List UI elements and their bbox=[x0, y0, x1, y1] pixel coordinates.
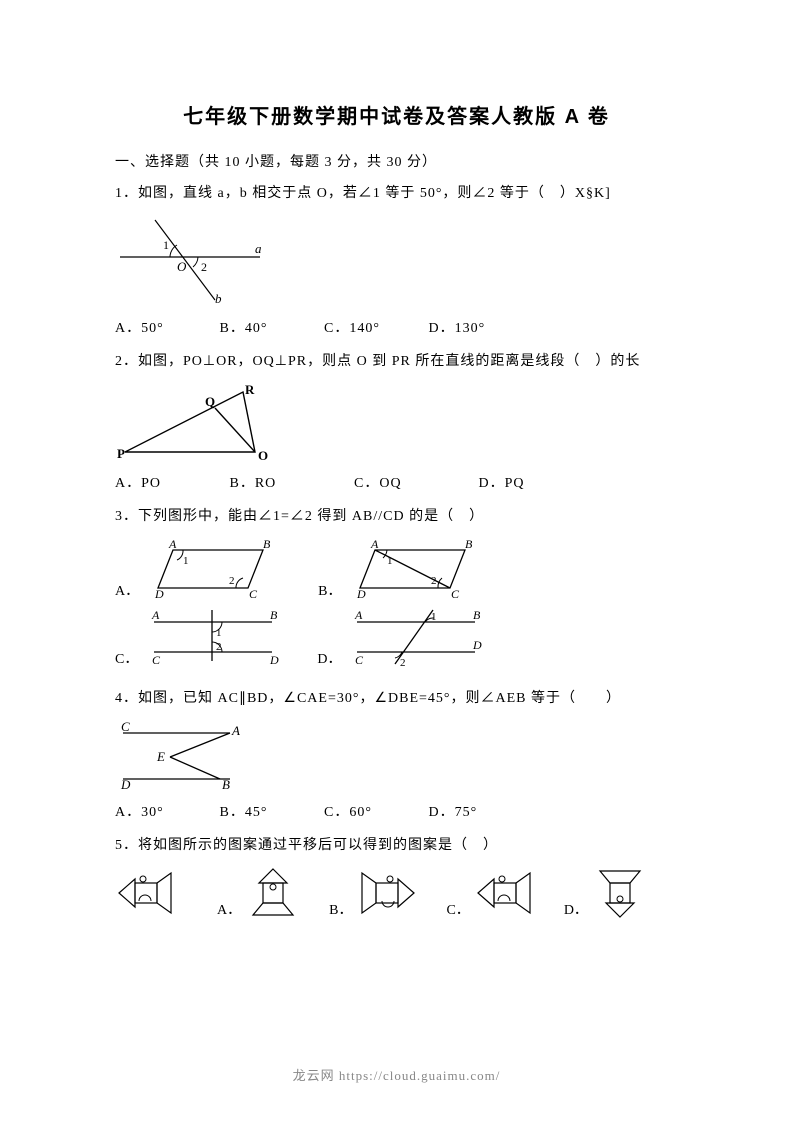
q5-row: A． B． C． D． bbox=[115, 867, 678, 919]
page-title: 七年级下册数学期中试卷及答案人教版 A 卷 bbox=[115, 100, 678, 129]
svg-text:B: B bbox=[473, 608, 481, 622]
svg-text:C: C bbox=[249, 587, 258, 600]
q5-text: 5．将如图所示的图案通过平移后可以得到的图案是（ ） bbox=[115, 835, 678, 857]
q3-figC: A B C D 1 2 bbox=[142, 606, 287, 668]
q5-fig-original bbox=[115, 867, 177, 919]
svg-text:1: 1 bbox=[183, 555, 189, 567]
q3-text: 3．下列图形中，能由∠1=∠2 得到 AB//CD 的是（ ） bbox=[115, 506, 678, 528]
q4-text: 4．如图，已知 AC∥BD，∠CAE=30°，∠DBE=45°，则∠AEB 等于… bbox=[115, 688, 678, 710]
q2-figure: P O R Q bbox=[115, 384, 678, 462]
q1-optA: A．50° bbox=[115, 317, 215, 337]
svg-text:1: 1 bbox=[216, 627, 222, 639]
q2-options: A．PO B．RO C．OQ D．PQ bbox=[115, 472, 678, 492]
svg-text:D: D bbox=[472, 638, 482, 652]
svg-text:A: A bbox=[151, 608, 160, 622]
svg-text:2: 2 bbox=[216, 641, 222, 653]
q5-figC bbox=[474, 867, 536, 919]
q1-options: A．50° B．40° C．140° D．130° bbox=[115, 317, 678, 337]
q2-optA: A．PO bbox=[115, 472, 225, 492]
svg-text:C: C bbox=[355, 653, 364, 667]
svg-text:2: 2 bbox=[431, 575, 437, 587]
q3-letB: B． bbox=[318, 580, 341, 600]
q4-optD: D．75° bbox=[429, 801, 478, 821]
svg-text:C: C bbox=[451, 587, 460, 600]
svg-text:C: C bbox=[152, 653, 161, 667]
fig2-O: O bbox=[258, 448, 268, 462]
svg-text:A: A bbox=[168, 538, 177, 551]
section-heading: 一、选择题（共 10 小题，每题 3 分，共 30 分） bbox=[115, 151, 678, 171]
svg-text:D: D bbox=[269, 653, 279, 667]
q1-optD: D．130° bbox=[429, 317, 486, 337]
q5-letA: A． bbox=[217, 899, 241, 919]
fig2-R: R bbox=[245, 384, 255, 397]
q5-figA bbox=[245, 867, 301, 919]
svg-text:A: A bbox=[370, 538, 379, 551]
fig1-label-2: 2 bbox=[201, 260, 207, 274]
q3-figB: A B D C 1 2 bbox=[345, 538, 490, 600]
fig1-label-1: 1 bbox=[163, 238, 169, 252]
svg-text:D: D bbox=[154, 587, 164, 600]
fig4-D: D bbox=[120, 777, 131, 791]
q2-text: 2．如图，PO⊥OR，OQ⊥PR，则点 O 到 PR 所在直线的距离是线段（ ）… bbox=[115, 351, 678, 373]
svg-text:1: 1 bbox=[431, 611, 437, 623]
fig4-C: C bbox=[121, 721, 130, 734]
fig4-E: E bbox=[156, 749, 165, 764]
q5-letC: C． bbox=[446, 899, 469, 919]
q1-text: 1．如图，直线 a，b 相交于点 O，若∠1 等于 50°，则∠2 等于（ ）X… bbox=[115, 183, 678, 205]
q5-figB bbox=[356, 867, 418, 919]
q4-optB: B．45° bbox=[220, 801, 320, 821]
svg-text:2: 2 bbox=[400, 657, 406, 668]
fig4-B: B bbox=[222, 777, 230, 791]
q2-optD: D．PQ bbox=[479, 472, 525, 492]
q4-optC: C．60° bbox=[324, 801, 424, 821]
q1-figure: 1 2 O a b bbox=[115, 215, 678, 307]
q3-letC: C． bbox=[115, 648, 138, 668]
q4-optA: A．30° bbox=[115, 801, 215, 821]
q3-figD: A B C D 1 2 bbox=[345, 606, 490, 668]
fig1-label-a: a bbox=[255, 241, 262, 256]
q5-letD: D． bbox=[564, 899, 588, 919]
q3-row1: A． A B D C 1 2 B． A B D C 1 2 bbox=[115, 538, 678, 600]
fig1-label-O: O bbox=[177, 259, 187, 274]
q2-optB: B．RO bbox=[230, 472, 350, 492]
q3-letA: A． bbox=[115, 580, 139, 600]
svg-text:B: B bbox=[465, 538, 473, 551]
fig1-label-b: b bbox=[215, 291, 222, 306]
q2-optC: C．OQ bbox=[354, 472, 474, 492]
svg-text:A: A bbox=[354, 608, 363, 622]
svg-text:1: 1 bbox=[387, 555, 393, 567]
q4-figure: C A D B E bbox=[115, 721, 678, 791]
svg-text:2: 2 bbox=[229, 575, 235, 587]
svg-text:B: B bbox=[263, 538, 271, 551]
q3-letD: D． bbox=[317, 648, 341, 668]
svg-text:B: B bbox=[270, 608, 278, 622]
q1-optC: C．140° bbox=[324, 317, 424, 337]
q4-options: A．30° B．45° C．60° D．75° bbox=[115, 801, 678, 821]
fig4-A: A bbox=[231, 723, 240, 738]
svg-text:D: D bbox=[356, 587, 366, 600]
q3-row2: C． A B C D 1 2 D． A B C D 1 2 bbox=[115, 606, 678, 668]
q5-letB: B． bbox=[329, 899, 352, 919]
q3-figA: A B D C 1 2 bbox=[143, 538, 288, 600]
fig2-Q: Q bbox=[205, 394, 215, 409]
fig2-P: P bbox=[117, 446, 125, 461]
q1-optB: B．40° bbox=[220, 317, 320, 337]
q5-figD bbox=[592, 867, 648, 919]
page-footer: 龙云网 https://cloud.guaimu.com/ bbox=[0, 1065, 793, 1084]
